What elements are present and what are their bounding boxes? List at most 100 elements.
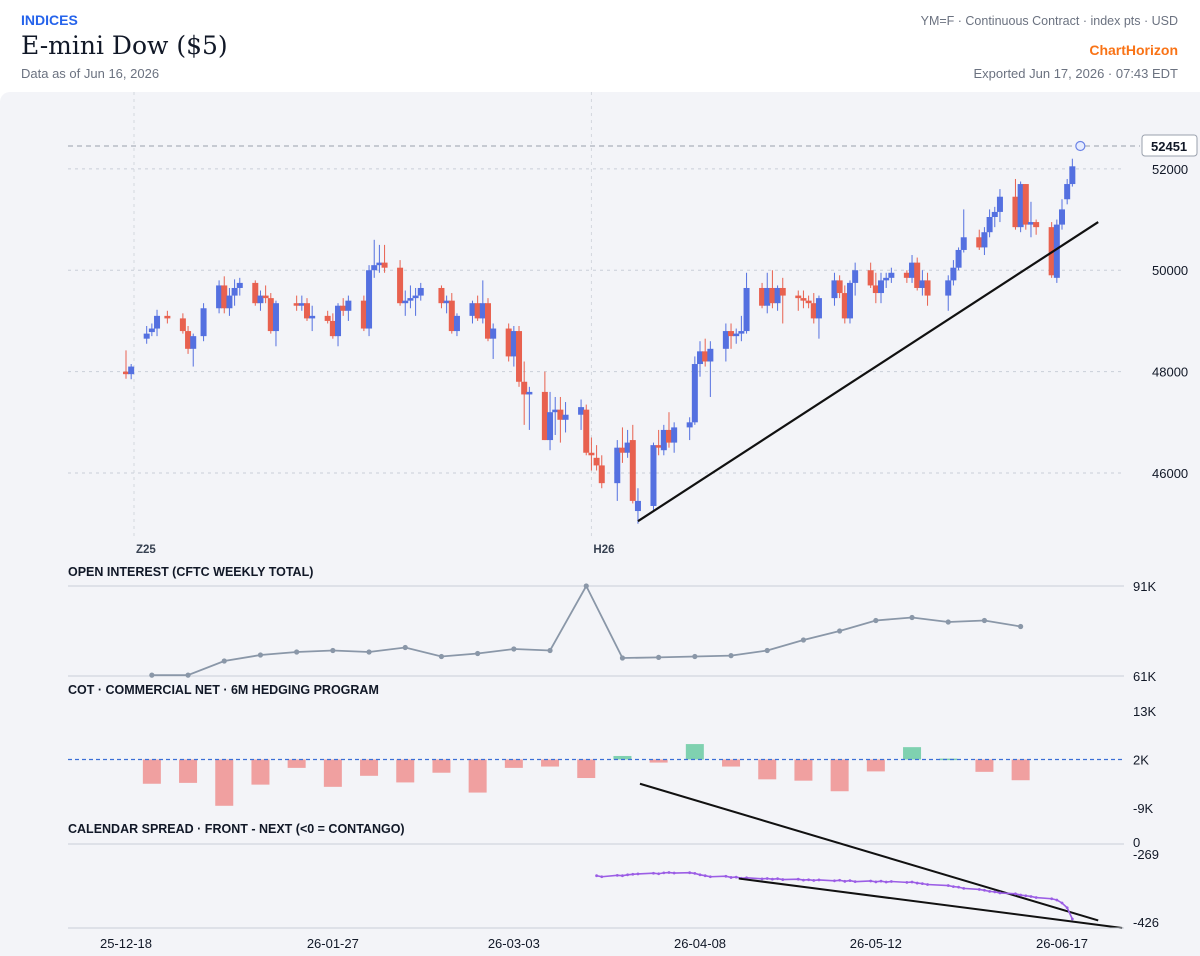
candle-up [469, 303, 476, 316]
spread-point [729, 876, 733, 879]
symbol-meta: YM=F · Continuous Contract · index pts ·… [920, 14, 1178, 28]
oi-point [656, 654, 662, 661]
spread-point [1029, 895, 1033, 898]
candle-up [236, 282, 243, 288]
spread-point [998, 891, 1002, 895]
candle-up [148, 328, 155, 333]
spread-point [853, 880, 857, 884]
candle-down [759, 287, 766, 306]
spread-point [983, 888, 986, 892]
candle-up [1017, 184, 1024, 228]
candle-up [1027, 222, 1034, 225]
candle-up [154, 315, 161, 329]
price-tick-label: 46000 [1152, 466, 1188, 481]
candle-down [702, 351, 709, 362]
candle-down [329, 320, 336, 337]
candle-down [340, 305, 347, 311]
candle-up [417, 287, 424, 296]
spread-point [889, 880, 893, 883]
spread-trendline [738, 877, 1123, 929]
spread-point [760, 877, 764, 881]
cot-pane: COT · COMMERCIAL NET · 6M HEDGING PROGRA… [68, 683, 1156, 922]
candle-down [976, 237, 983, 248]
spread-point [843, 879, 847, 883]
candle-up [366, 270, 373, 329]
candle-up [526, 391, 533, 395]
spread-point [1019, 893, 1023, 897]
oi-point [764, 647, 770, 654]
cot-bar [287, 759, 306, 768]
spread-point [615, 873, 619, 877]
candle-down [728, 331, 735, 337]
cot-pane-title: COT · COMMERCIAL NET · 6M HEDGING PROGRA… [68, 683, 379, 697]
candle-down [252, 282, 259, 304]
candle-down [267, 298, 274, 332]
candle-up [733, 333, 740, 337]
candle-down [810, 303, 817, 319]
oi-point [873, 617, 879, 624]
spread-point [781, 878, 785, 881]
candle-down [397, 267, 404, 304]
spread-point [915, 881, 919, 885]
candle-up [888, 272, 895, 278]
spread-point [812, 879, 816, 882]
cot-bar [649, 759, 668, 763]
cot-bar [830, 759, 849, 792]
spread-point [771, 877, 774, 881]
spread-point [595, 874, 598, 878]
candle-down [541, 391, 548, 441]
cot-bar [722, 759, 741, 767]
chart-area[interactable]: 46000 48000 50000 52000 Z25 H26 52451 OPEN INT… [0, 92, 1200, 956]
cot-bar [903, 747, 922, 760]
oi-tick-label: 61K [1133, 669, 1156, 684]
candle-down [769, 287, 776, 304]
candle-down [1033, 222, 1040, 228]
oi-point [475, 650, 481, 657]
candle-down [1022, 184, 1029, 225]
candle-down [516, 331, 523, 382]
spread-point [703, 874, 707, 878]
candle-up [846, 282, 853, 319]
spread-point [988, 889, 992, 893]
spread-point [833, 879, 836, 883]
candle-down [448, 300, 455, 332]
candle-up [412, 295, 419, 299]
price-tick-label: 48000 [1152, 365, 1188, 380]
spread-point [693, 872, 697, 875]
candle-down [185, 331, 192, 349]
grid-layer [68, 92, 1124, 845]
candle-up [298, 303, 305, 306]
candle-up [986, 217, 993, 233]
candle-up [1053, 224, 1060, 278]
spread-point [946, 884, 950, 887]
candle-up [691, 364, 698, 423]
candle-down [521, 381, 528, 395]
candle-up [945, 280, 952, 296]
spread-point [1050, 897, 1054, 901]
open-interest-pane: OPEN INTEREST (CFTC WEEKLY TOTAL) 91K 61K [68, 565, 1156, 684]
x-tick-label: 26-05-12 [850, 936, 902, 951]
candle-up [1069, 166, 1076, 185]
spread-point [1024, 894, 1028, 898]
candle-down [164, 315, 171, 319]
chart-canvas[interactable]: 46000 48000 50000 52000 Z25 H26 52451 OPEN INT… [0, 92, 1200, 956]
spread-point [807, 878, 811, 882]
spread-point [993, 890, 997, 894]
candle-up [226, 295, 233, 309]
contract-marker-label: Z25 [136, 544, 156, 556]
oi-point [1018, 623, 1024, 630]
candle-up [831, 280, 838, 299]
candle-down [872, 285, 879, 294]
candle-down [903, 272, 910, 278]
candle-down [484, 303, 491, 339]
price-trendline [637, 221, 1099, 523]
x-tick-label: 25-12-18 [100, 936, 152, 951]
candle-up [376, 262, 383, 266]
spread-point [817, 878, 821, 882]
candle-up [257, 295, 264, 304]
oi-point [945, 619, 951, 625]
candle-up [883, 277, 890, 281]
candle-down [841, 293, 848, 319]
spread-point [662, 871, 666, 875]
spread-tick-label: -269 [1133, 847, 1159, 862]
